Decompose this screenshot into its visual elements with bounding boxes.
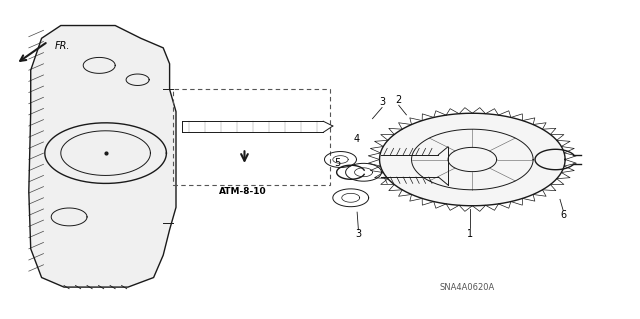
Text: 6: 6	[560, 210, 566, 220]
Text: 4: 4	[354, 134, 360, 144]
Text: ATM-8-10: ATM-8-10	[220, 187, 267, 196]
Text: 3: 3	[379, 97, 385, 107]
Polygon shape	[29, 26, 176, 287]
Text: 3: 3	[355, 229, 362, 240]
Text: 2: 2	[396, 95, 402, 106]
Text: FR.: FR.	[54, 41, 70, 51]
Bar	[173, 89, 330, 185]
Text: 1: 1	[467, 229, 474, 240]
Circle shape	[380, 113, 565, 206]
Text: 5: 5	[334, 158, 340, 168]
Text: SNA4A0620A: SNA4A0620A	[440, 283, 495, 292]
